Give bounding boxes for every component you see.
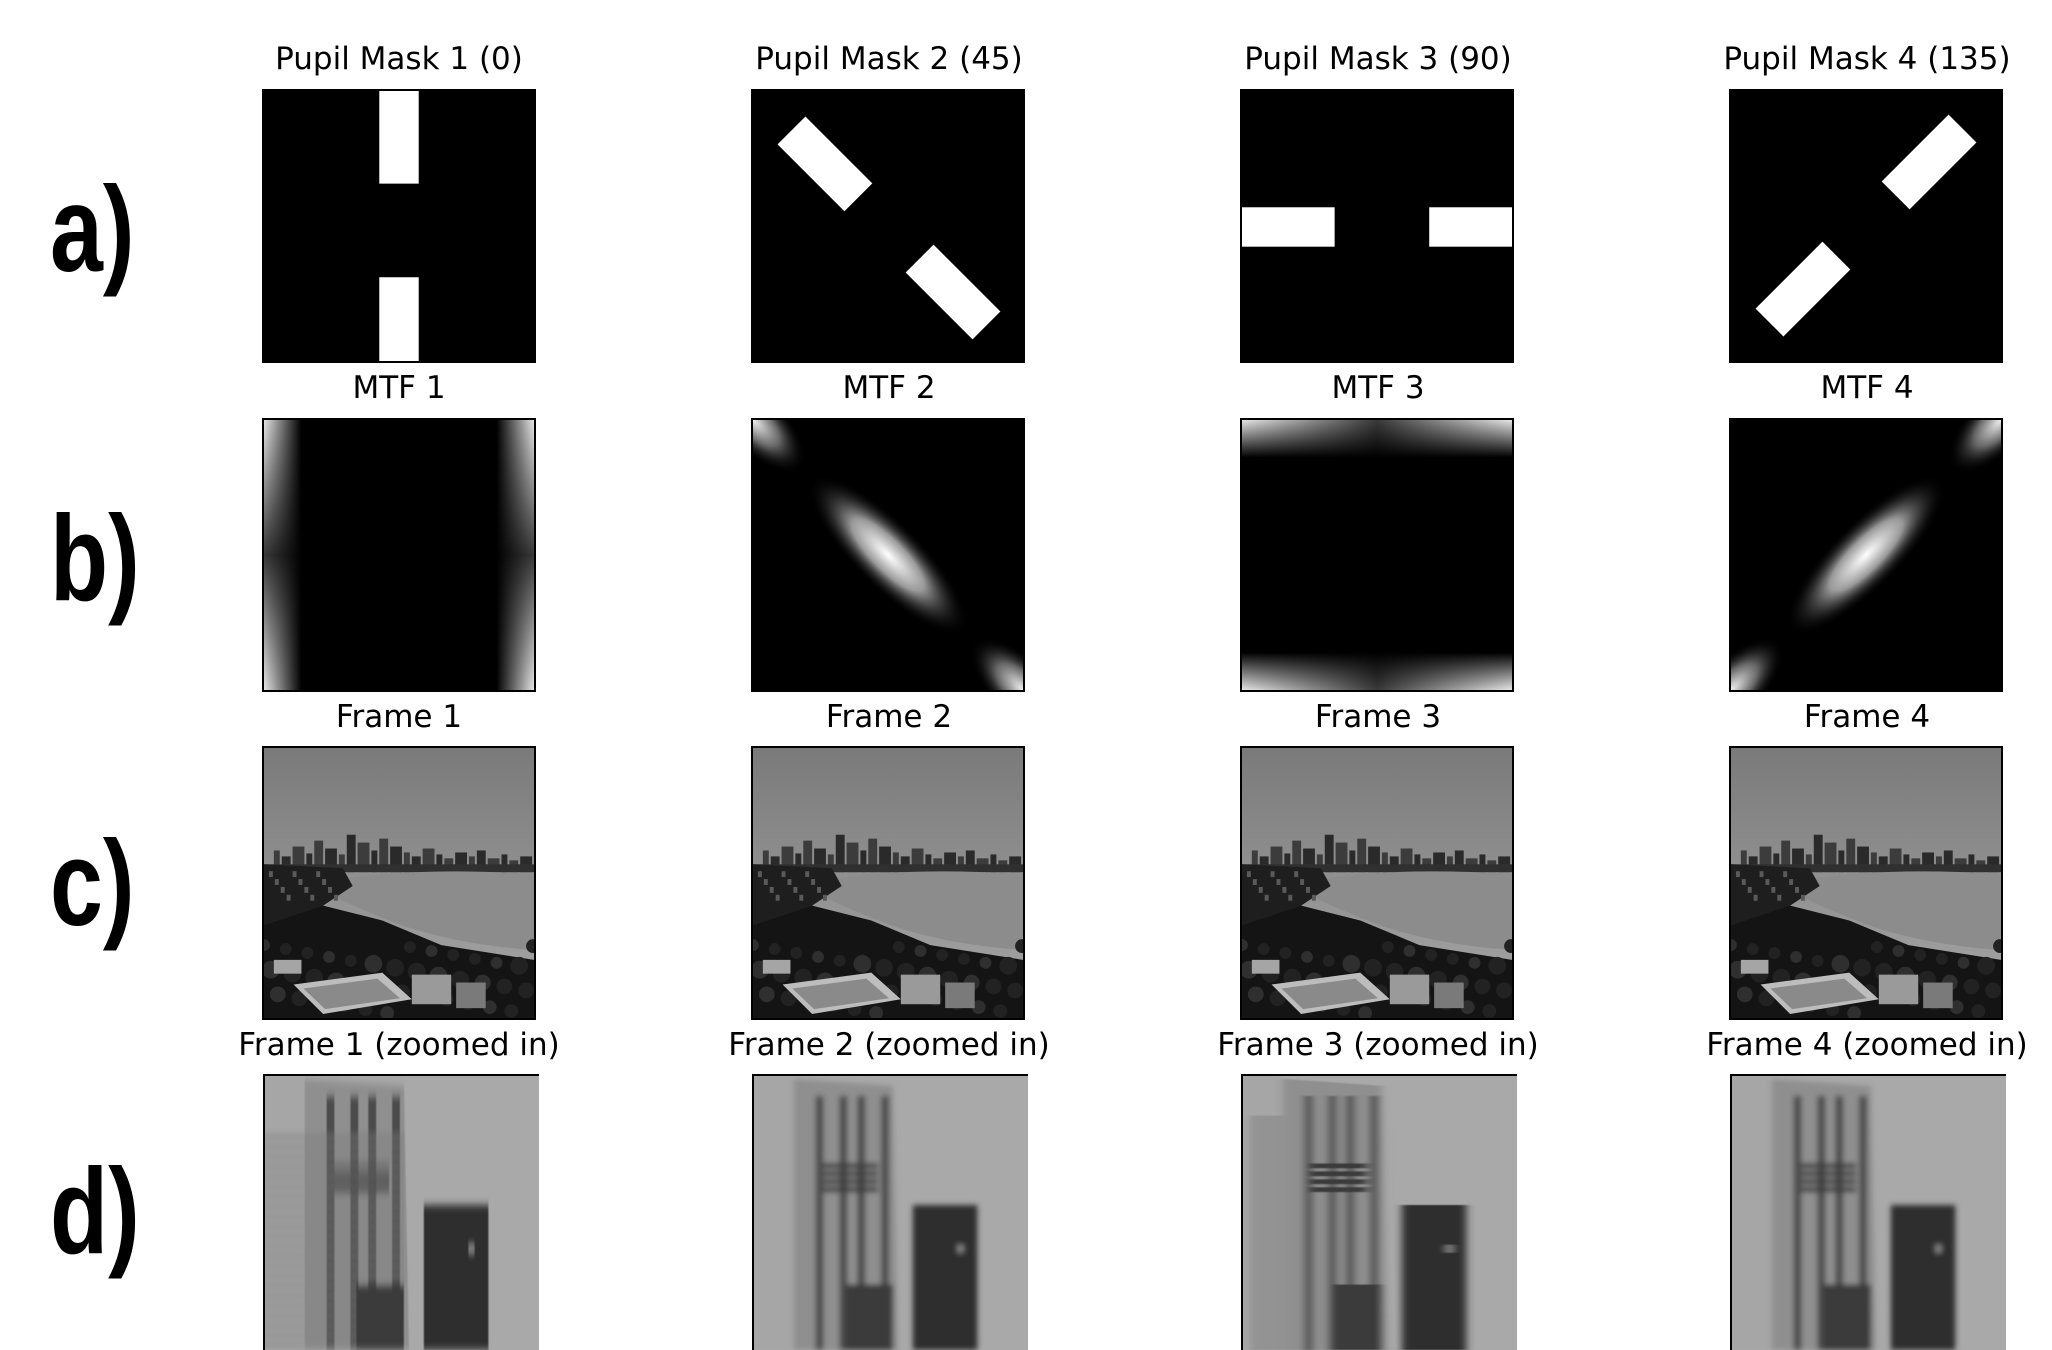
mtf-4 (1729, 418, 2003, 692)
mtf-title-2: MTF 2 (842, 370, 936, 406)
row-label-d: d) (50, 1143, 140, 1279)
frame-title-4: Frame 4 (1803, 699, 1931, 735)
mtf-title-1: MTF 1 (352, 370, 446, 406)
pupil-mask-1 (262, 89, 536, 363)
frame-title-3: Frame 3 (1314, 699, 1442, 735)
frame-4 (1729, 746, 2003, 1020)
zoom-title-2: Frame 2 (zoomed in) (728, 1027, 1050, 1063)
mtf-1 (262, 418, 536, 692)
pupil-mask-3 (1240, 89, 1514, 363)
frame-title-1: Frame 1 (335, 699, 463, 735)
zoom-frame-3 (1241, 1074, 1517, 1350)
frame-1 (262, 746, 536, 1020)
mask-title-3: Pupil Mask 3 (90) (1244, 41, 1512, 77)
zoom-title-1: Frame 1 (zoomed in) (238, 1027, 560, 1063)
zoom-frame-2 (752, 1074, 1028, 1350)
zoom-title-3: Frame 3 (zoomed in) (1217, 1027, 1539, 1063)
mtf-title-4: MTF 4 (1820, 370, 1914, 406)
mask-title-2: Pupil Mask 2 (45) (755, 41, 1023, 77)
row-label-c: c) (50, 815, 135, 951)
mask-title-4: Pupil Mask 4 (135) (1723, 41, 2011, 77)
frame-3 (1240, 746, 1514, 1020)
mtf-3 (1240, 418, 1514, 692)
zoom-frame-1 (263, 1074, 539, 1350)
pupil-mask-2 (751, 89, 1025, 363)
mask-title-1: Pupil Mask 1 (0) (275, 41, 523, 77)
frame-title-2: Frame 2 (825, 699, 953, 735)
zoom-title-4: Frame 4 (zoomed in) (1706, 1027, 2028, 1063)
mtf-2 (751, 418, 1025, 692)
zoom-frame-4 (1730, 1074, 2006, 1350)
mtf-title-3: MTF 3 (1331, 370, 1425, 406)
row-label-a: a) (50, 161, 135, 297)
frame-2 (751, 746, 1025, 1020)
pupil-mask-4 (1729, 89, 2003, 363)
row-label-b: b) (50, 490, 140, 626)
